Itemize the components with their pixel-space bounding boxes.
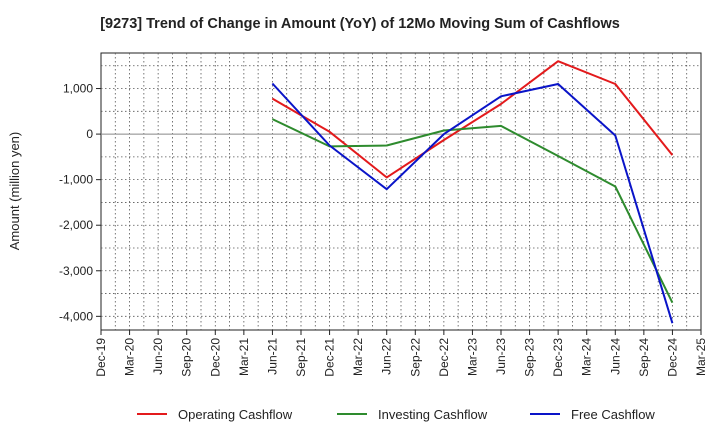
x-tick-label: Mar-23 <box>465 338 479 376</box>
legend-item-free-cashflow: Free Cashflow <box>530 407 655 422</box>
legend-label: Investing Cashflow <box>378 407 488 422</box>
x-tick-label: Mar-22 <box>351 338 365 376</box>
x-tick-label: Jun-24 <box>608 338 622 375</box>
x-tick-label: Dec-23 <box>551 338 565 377</box>
y-axis: 1,000 0 -1,000 -2,000 -3,000 -4,000 <box>59 82 101 323</box>
x-tick-label: Mar-25 <box>694 338 708 376</box>
chart-title: [9273] Trend of Change in Amount (YoY) o… <box>100 16 620 32</box>
legend-item-investing-cashflow: Investing Cashflow <box>337 407 488 422</box>
y-tick-label: -1,000 <box>59 173 93 187</box>
y-tick-label: 0 <box>86 127 93 141</box>
x-tick-label: Sep-24 <box>637 338 651 377</box>
x-tick-label: Mar-20 <box>123 338 137 376</box>
legend-label: Free Cashflow <box>571 407 655 422</box>
x-tick-label: Dec-21 <box>323 338 337 377</box>
x-tick-label: Jun-20 <box>151 338 165 375</box>
plot-area <box>100 52 702 331</box>
x-tick-label: Sep-23 <box>523 338 537 377</box>
x-axis: Dec-19 Mar-20 Jun-20 Sep-20 Dec-20 Mar-21 Jun-… <box>94 330 708 377</box>
y-tick-label: -3,000 <box>59 264 93 278</box>
x-tick-label: Dec-24 <box>665 338 679 377</box>
x-tick-label: Sep-21 <box>294 338 308 377</box>
x-tick-label: Dec-22 <box>437 338 451 377</box>
series-line-operating-cashflow <box>271 60 674 179</box>
x-tick-label: Sep-20 <box>180 338 194 377</box>
x-tick-label: Mar-24 <box>580 338 594 376</box>
x-tick-label: Sep-22 <box>408 338 422 377</box>
x-tick-label: Mar-21 <box>237 338 251 376</box>
y-tick-label: -2,000 <box>59 218 93 232</box>
x-tick-label: Dec-19 <box>94 338 108 377</box>
x-tick-label: Jun-23 <box>494 338 508 375</box>
series-line-free-cashflow <box>271 82 674 324</box>
y-tick-label: -4,000 <box>59 309 93 323</box>
series-line-investing-cashflow <box>271 118 674 304</box>
legend-item-operating-cashflow: Operating Cashflow <box>137 407 293 422</box>
legend-label: Operating Cashflow <box>178 407 293 422</box>
x-tick-label: Jun-21 <box>265 338 279 375</box>
series-layer <box>271 60 674 324</box>
y-tick-label: 1,000 <box>63 82 93 96</box>
x-tick-label: Jun-22 <box>380 338 394 375</box>
x-tick-label: Dec-20 <box>208 338 222 377</box>
y-axis-label: Amount (million yen) <box>7 132 22 251</box>
legend: Operating Cashflow Investing Cashflow Free… <box>137 407 655 422</box>
